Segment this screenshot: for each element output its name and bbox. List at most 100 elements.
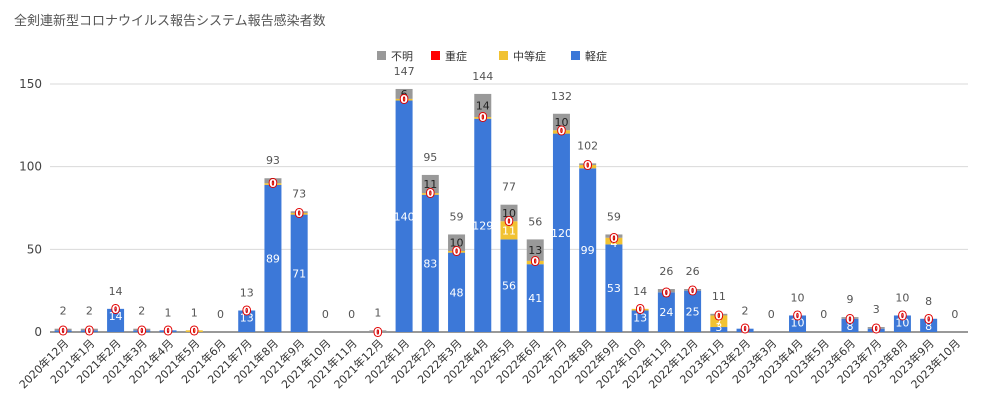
bar-segment <box>500 221 518 240</box>
bar-segment <box>552 133 570 332</box>
bar-segment <box>552 113 570 131</box>
bar-segment <box>710 315 728 328</box>
bar-segment <box>395 88 413 99</box>
legend-label: 重症 <box>445 49 467 63</box>
mild-value-label: 140 <box>394 210 415 223</box>
bar-segment <box>657 292 675 332</box>
y-tick-label: 0 <box>34 325 42 339</box>
bar-segment <box>526 239 544 261</box>
total-label: 26 <box>686 265 700 278</box>
severe-value-label: 0 <box>558 124 566 137</box>
mild-value-label: 89 <box>266 252 280 265</box>
total-label: 0 <box>951 308 958 321</box>
moderate-value-label: 7 <box>715 315 722 328</box>
mild-value-label: 13 <box>240 312 254 325</box>
y-tick-label: 150 <box>19 77 42 91</box>
y-tick-label: 50 <box>27 242 42 256</box>
mild-value-label: 120 <box>551 227 572 240</box>
mild-value-label: 99 <box>581 244 595 257</box>
unknown-value-label: 2 <box>663 287 670 300</box>
bar-segment <box>290 211 308 213</box>
bar-segment <box>552 130 570 134</box>
bar-segment <box>867 328 885 332</box>
unknown-value-label: 11 <box>423 178 437 191</box>
severe-value-label: 0 <box>584 159 592 172</box>
total-label: 132 <box>551 90 572 103</box>
unknown-value-label: 6 <box>401 88 408 101</box>
legend-swatch <box>499 51 508 60</box>
total-label: 0 <box>820 308 827 321</box>
severe-value-label: 0 <box>689 285 697 298</box>
bar-segment <box>605 244 623 332</box>
total-label: 56 <box>528 215 542 228</box>
severe-value-label: 0 <box>138 324 146 337</box>
severe-value-label: 0 <box>59 324 67 337</box>
severe-value-label: 0 <box>295 207 303 220</box>
total-label: 73 <box>292 187 306 200</box>
severe-value-label: 0 <box>925 313 933 326</box>
severe-value-label: 0 <box>846 313 854 326</box>
bar-segment <box>264 184 282 332</box>
unknown-value-label: 13 <box>528 244 542 257</box>
bar-segment <box>605 237 623 245</box>
severe-value-label: 0 <box>610 232 618 245</box>
legend-label: 軽症 <box>585 49 607 63</box>
total-label: 10 <box>791 291 805 304</box>
total-label: 14 <box>109 285 123 298</box>
bar-segment <box>500 239 518 332</box>
unknown-value-label: 10 <box>450 237 464 250</box>
bar-segment <box>264 183 282 185</box>
bar-segment <box>474 118 492 332</box>
mild-value-label: 8 <box>925 320 932 333</box>
total-label: 1 <box>165 306 172 319</box>
bar-segment <box>395 100 413 333</box>
bar-segment <box>736 328 754 332</box>
total-label: 2 <box>60 305 67 318</box>
total-label: 10 <box>895 291 909 304</box>
mild-value-label: 129 <box>472 219 493 232</box>
bar-segment <box>893 315 911 332</box>
bar-segment <box>841 318 859 332</box>
total-label: 147 <box>394 65 415 78</box>
severe-value-label: 0 <box>741 323 749 336</box>
total-label: 13 <box>240 287 254 300</box>
total-label: 9 <box>846 293 853 306</box>
bar-segment <box>80 330 98 332</box>
total-label: 11 <box>712 290 726 303</box>
mild-value-label: 1 <box>138 321 145 334</box>
bar-segment <box>421 194 439 332</box>
mild-value-label: 2 <box>742 321 749 334</box>
mild-value-label: 8 <box>846 320 853 333</box>
severe-value-label: 0 <box>374 326 382 339</box>
total-label: 2 <box>86 305 93 318</box>
mild-value-label: 1 <box>86 321 93 334</box>
severe-value-label: 0 <box>86 324 94 337</box>
bar-segment <box>684 290 702 332</box>
bar-segment <box>448 234 466 251</box>
severe-value-label: 0 <box>872 323 880 336</box>
total-label: 95 <box>423 151 437 164</box>
total-label: 8 <box>925 295 932 308</box>
total-label: 1 <box>191 306 198 319</box>
severe-value-label: 0 <box>190 324 198 337</box>
bar-segment <box>526 264 544 332</box>
legend-swatch <box>431 51 440 60</box>
y-tick-label: 100 <box>19 160 42 174</box>
total-label: 0 <box>322 308 329 321</box>
bar-segment <box>474 117 492 119</box>
severe-value-label: 0 <box>636 303 644 316</box>
bar-segment <box>185 330 203 332</box>
bar-segment <box>54 328 72 331</box>
mild-value-label: 10 <box>895 316 909 329</box>
severe-value-label: 0 <box>794 309 802 322</box>
total-label: 2 <box>742 305 749 318</box>
mild-value-label: 25 <box>686 305 700 318</box>
bar-segment <box>133 328 151 331</box>
mild-value-label: 83 <box>423 257 437 270</box>
severe-value-label: 0 <box>505 215 513 228</box>
total-label: 14 <box>633 285 647 298</box>
mild-value-label: 56 <box>502 280 516 293</box>
total-label: 2 <box>138 305 145 318</box>
